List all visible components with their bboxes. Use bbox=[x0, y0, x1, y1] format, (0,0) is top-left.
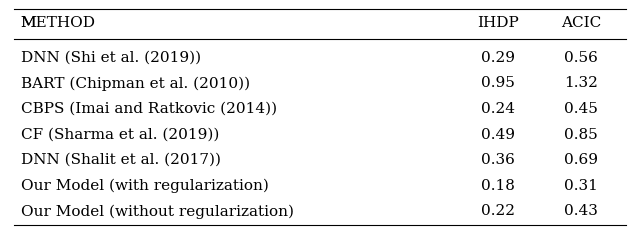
Text: 1.32: 1.32 bbox=[564, 76, 598, 90]
Text: 0.22: 0.22 bbox=[481, 204, 515, 218]
Text: METHOD: METHOD bbox=[20, 16, 95, 30]
Text: 0.85: 0.85 bbox=[564, 127, 598, 141]
Text: 0.36: 0.36 bbox=[481, 153, 515, 167]
Text: BART (Chipman et al. (2010)): BART (Chipman et al. (2010)) bbox=[20, 76, 250, 91]
Text: 0.95: 0.95 bbox=[481, 76, 515, 90]
Text: Our Model (without regularization): Our Model (without regularization) bbox=[20, 204, 294, 218]
Text: DNN (Shalit et al. (2017)): DNN (Shalit et al. (2017)) bbox=[20, 153, 221, 167]
Text: CBPS (Imai and Ratkovic (2014)): CBPS (Imai and Ratkovic (2014)) bbox=[20, 102, 276, 116]
Text: 0.69: 0.69 bbox=[564, 153, 598, 167]
Text: 0.49: 0.49 bbox=[481, 127, 515, 141]
Text: ACIC: ACIC bbox=[561, 16, 602, 30]
Text: IHDP: IHDP bbox=[477, 16, 519, 30]
Text: 0.18: 0.18 bbox=[481, 179, 515, 193]
Text: 0.29: 0.29 bbox=[481, 51, 515, 65]
Text: 0.43: 0.43 bbox=[564, 204, 598, 218]
Text: 0.45: 0.45 bbox=[564, 102, 598, 116]
Text: Our Model (with regularization): Our Model (with regularization) bbox=[20, 179, 268, 193]
Text: CF (Sharma et al. (2019)): CF (Sharma et al. (2019)) bbox=[20, 127, 219, 141]
Text: 0.31: 0.31 bbox=[564, 179, 598, 193]
Text: DNN (Shi et al. (2019)): DNN (Shi et al. (2019)) bbox=[20, 51, 200, 65]
Text: 0.24: 0.24 bbox=[481, 102, 515, 116]
Text: 0.56: 0.56 bbox=[564, 51, 598, 65]
Text: M: M bbox=[20, 16, 36, 30]
